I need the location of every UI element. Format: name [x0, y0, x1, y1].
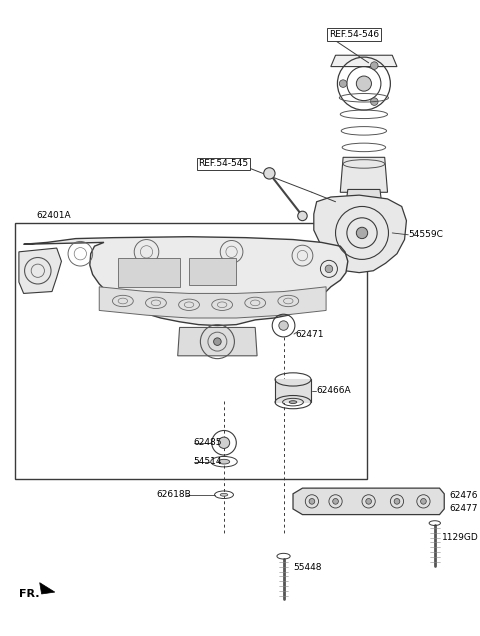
Circle shape	[420, 499, 426, 504]
Text: 62477: 62477	[449, 504, 478, 513]
Polygon shape	[346, 190, 382, 205]
Polygon shape	[340, 157, 387, 192]
Polygon shape	[99, 287, 326, 318]
Circle shape	[356, 227, 368, 238]
Text: 62466A: 62466A	[317, 386, 351, 396]
Ellipse shape	[218, 459, 230, 464]
Polygon shape	[293, 488, 444, 515]
Circle shape	[309, 499, 315, 504]
Bar	[275, 380, 311, 402]
Circle shape	[325, 265, 333, 273]
Text: REF.54-545: REF.54-545	[199, 160, 249, 169]
Bar	[15, 223, 367, 479]
Text: 62485: 62485	[194, 438, 222, 447]
Polygon shape	[24, 237, 348, 326]
Circle shape	[371, 98, 378, 106]
Circle shape	[356, 76, 372, 91]
Polygon shape	[318, 258, 340, 280]
Text: 54514: 54514	[194, 457, 222, 466]
Polygon shape	[178, 328, 257, 356]
Circle shape	[333, 499, 338, 504]
Circle shape	[279, 321, 288, 330]
Circle shape	[371, 62, 378, 69]
Polygon shape	[314, 195, 407, 273]
Text: 62471: 62471	[295, 329, 324, 338]
Circle shape	[394, 499, 400, 504]
Circle shape	[298, 211, 307, 221]
Bar	[118, 258, 180, 287]
Circle shape	[264, 168, 275, 179]
Text: REF.54-546: REF.54-546	[329, 30, 379, 39]
Text: 62476: 62476	[449, 491, 478, 500]
Text: FR.: FR.	[19, 589, 39, 599]
Text: 55448: 55448	[293, 563, 322, 572]
Text: 62618B: 62618B	[156, 490, 191, 499]
Circle shape	[218, 437, 230, 448]
Ellipse shape	[220, 494, 228, 496]
Circle shape	[339, 80, 347, 87]
Text: 54559C: 54559C	[408, 230, 443, 239]
Bar	[189, 258, 236, 285]
Polygon shape	[331, 55, 397, 67]
Circle shape	[366, 499, 372, 504]
Polygon shape	[40, 583, 55, 594]
Text: 1129GD: 1129GD	[443, 533, 479, 542]
Text: 62401A: 62401A	[36, 211, 71, 221]
Circle shape	[214, 338, 221, 345]
Ellipse shape	[289, 401, 297, 403]
Polygon shape	[19, 248, 61, 293]
